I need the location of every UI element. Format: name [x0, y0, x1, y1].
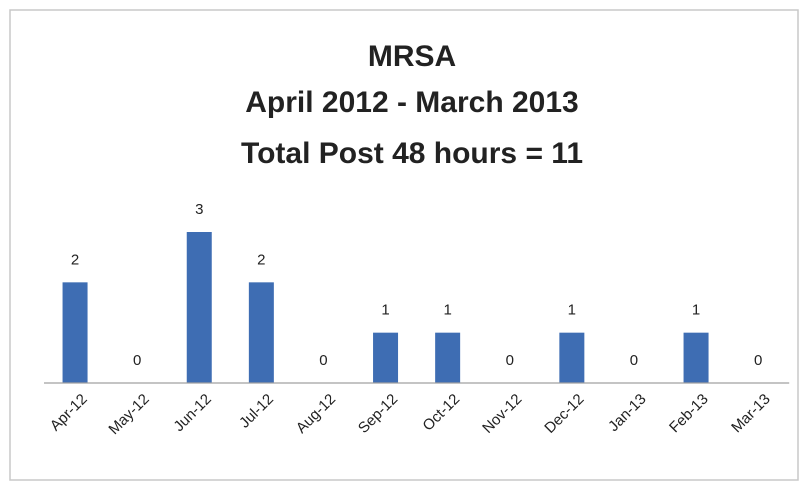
data-label: 2	[71, 251, 79, 268]
data-label: 0	[506, 352, 514, 369]
bar	[62, 282, 88, 383]
data-label: 0	[754, 352, 762, 369]
bar	[248, 282, 274, 383]
data-label: 0	[319, 352, 327, 369]
data-label: 0	[133, 352, 141, 369]
data-label: 0	[630, 352, 638, 369]
data-label: 1	[381, 302, 389, 319]
chart-title: Total Post 48 hours = 11	[241, 137, 583, 170]
data-label: 1	[443, 302, 451, 319]
chart-title: MRSA	[368, 40, 456, 73]
chart-frame	[9, 9, 799, 481]
bar	[373, 332, 399, 383]
data-label: 1	[568, 302, 576, 319]
chart-title: April 2012 - March 2013	[245, 86, 579, 119]
bar	[186, 232, 212, 383]
bar	[559, 332, 585, 383]
data-label: 3	[195, 201, 203, 218]
bar	[683, 332, 709, 383]
data-label: 2	[257, 251, 265, 268]
bar	[435, 332, 461, 383]
data-label: 1	[692, 302, 700, 319]
